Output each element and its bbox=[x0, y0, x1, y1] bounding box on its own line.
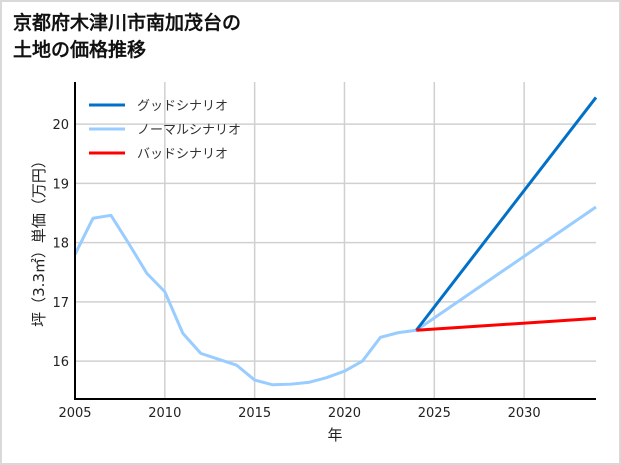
x-axis-label: 年 bbox=[327, 426, 342, 444]
y-tick-label: 19 bbox=[52, 177, 69, 192]
series-line-2 bbox=[416, 316, 597, 332]
x-tick-label: 2020 bbox=[328, 406, 361, 421]
title-line-1: 京都府木津川市南加茂台の bbox=[13, 12, 242, 34]
legend-label: ノーマルシナリオ bbox=[137, 123, 241, 138]
y-tick-label: 18 bbox=[52, 237, 69, 252]
series-line-0 bbox=[415, 96, 598, 332]
legend-label: グッドシナリオ bbox=[137, 99, 228, 114]
series-line-1 bbox=[73, 205, 597, 387]
x-tick-label: 2025 bbox=[418, 406, 451, 421]
x-tick-label: 2030 bbox=[508, 406, 541, 421]
y-axis-label: 坪（3.3㎡）単価（万円） bbox=[30, 153, 48, 327]
x-tick-label: 2005 bbox=[58, 406, 91, 421]
y-tick-label: 17 bbox=[52, 296, 69, 311]
title-line-2: 土地の価格推移 bbox=[13, 39, 147, 61]
y-tick-label: 20 bbox=[52, 118, 69, 133]
x-tick-label: 2010 bbox=[148, 406, 181, 421]
legend-label: バッドシナリオ bbox=[137, 147, 228, 162]
y-tick-label: 16 bbox=[52, 355, 69, 370]
x-tick-label: 2015 bbox=[238, 406, 271, 421]
chart-title: 京都府木津川市南加茂台の 土地の価格推移 bbox=[13, 10, 241, 64]
